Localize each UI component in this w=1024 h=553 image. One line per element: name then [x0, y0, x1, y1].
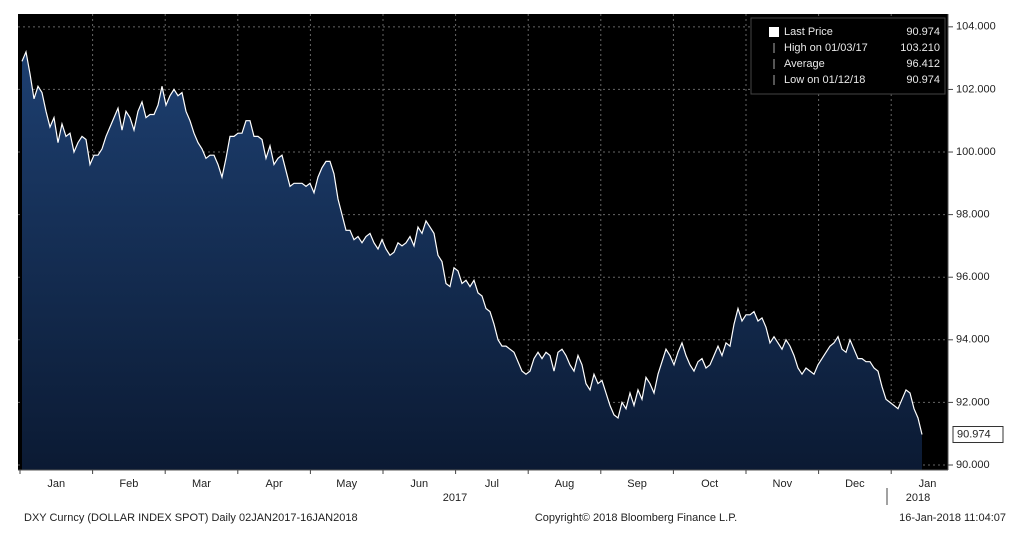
legend-name: Last Price [784, 26, 833, 38]
legend-value: 90.974 [906, 26, 940, 38]
year-label: 2018 [906, 492, 930, 504]
x-tick-label: Nov [773, 478, 793, 490]
x-tick-label: Jan [47, 478, 65, 490]
footer-right: 16-Jan-2018 11:04:07 [899, 512, 1006, 524]
y-tick-label: 90.000 [956, 459, 990, 471]
last-price-tag [952, 426, 1004, 444]
year-label: 2017 [443, 492, 467, 504]
y-tick-label: 100.000 [956, 146, 996, 158]
x-tick-label: Apr [266, 478, 283, 490]
x-tick-label: Jan [919, 478, 937, 490]
y-tick-label: 104.000 [956, 21, 996, 33]
y-tick-label: 92.000 [956, 396, 990, 408]
legend-box [750, 17, 946, 95]
x-tick-label: Jul [485, 478, 499, 490]
x-tick-label: Aug [555, 478, 575, 490]
x-tick-label: Mar [192, 478, 211, 490]
last-price-label: 90.974 [957, 428, 991, 440]
y-tick-label: 96.000 [956, 271, 990, 283]
y-tick-label: 98.000 [956, 209, 990, 221]
legend-name: High on 01/03/17 [784, 42, 868, 54]
price-line [21, 49, 923, 435]
footer-center: Copyright© 2018 Bloomberg Finance L.P. [535, 512, 737, 524]
x-tick-label: Feb [119, 478, 138, 490]
x-tick-label: Oct [701, 478, 718, 490]
legend-value: 90.974 [906, 74, 940, 86]
footer-left: DXY Curncy (DOLLAR INDEX SPOT) Daily 02J… [24, 512, 358, 524]
legend-value: 96.412 [906, 58, 940, 70]
legend-name: Average [784, 58, 825, 70]
y-tick-label: 94.000 [956, 334, 990, 346]
x-tick-label: Jun [410, 478, 428, 490]
x-tick-label: May [336, 478, 357, 490]
legend-swatch [769, 27, 779, 37]
y-tick-label: 102.000 [956, 83, 996, 95]
x-tick-label: Dec [845, 478, 865, 490]
x-tick-label: Sep [627, 478, 647, 490]
legend-value: 103.210 [900, 42, 940, 54]
legend-name: Low on 01/12/18 [784, 74, 865, 86]
